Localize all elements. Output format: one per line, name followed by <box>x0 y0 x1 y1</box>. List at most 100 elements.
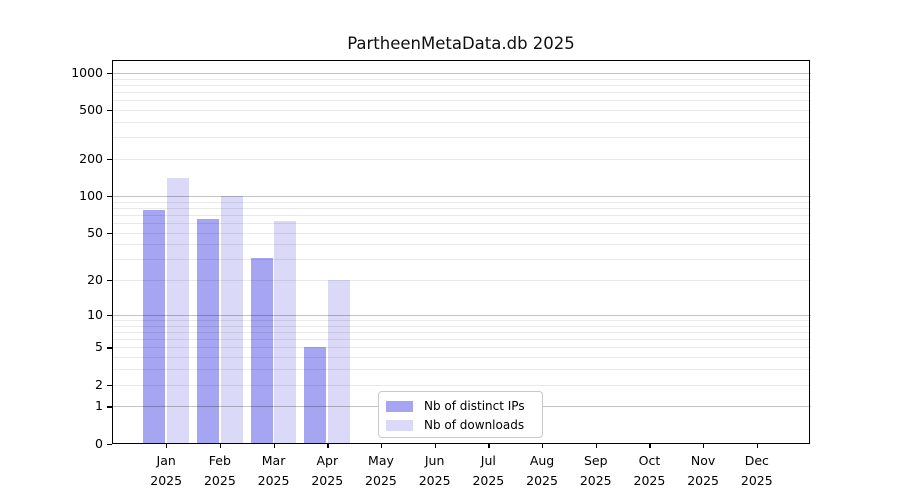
gridline-minor <box>112 319 811 321</box>
y-tick-label: 10 <box>87 306 103 322</box>
x-tick <box>756 443 759 448</box>
y-tick <box>107 384 112 386</box>
gridline-minor <box>112 347 811 349</box>
x-tick-label: Nov 2025 <box>673 451 733 490</box>
gridline-minor <box>112 222 811 224</box>
legend-row: Nb of downloads <box>386 416 533 435</box>
x-tick-year: 2025 <box>740 472 773 488</box>
bar-downloads <box>328 280 351 444</box>
bar-distinct-ips <box>143 209 166 444</box>
x-tick-label: Oct 2025 <box>619 451 679 490</box>
x-tick-year: 2025 <box>687 472 720 488</box>
gridline-minor <box>112 207 811 209</box>
x-tick-month: Apr <box>316 453 339 468</box>
x-tick-label: May 2025 <box>351 451 411 490</box>
gridline-major <box>112 314 811 316</box>
x-tick <box>703 443 705 448</box>
x-tick <box>595 443 598 448</box>
legend-label: Nb of downloads <box>424 418 525 432</box>
y-tick <box>107 314 112 317</box>
gridline-minor <box>112 325 811 327</box>
x-tick-label: Mar 2025 <box>244 451 304 490</box>
legend: Nb of distinct IPs Nb of downloads <box>378 391 543 438</box>
y-tick <box>107 72 112 75</box>
y-tick <box>107 195 112 198</box>
legend-swatch-downloads <box>386 420 413 431</box>
gridline-major <box>112 195 811 197</box>
bar-distinct-ips <box>304 347 327 444</box>
x-tick-month: Feb <box>208 453 231 468</box>
x-tick-label: Aug 2025 <box>512 451 572 490</box>
y-tick <box>107 280 112 282</box>
gridline-minor <box>112 244 811 246</box>
y-tick-label: 100 <box>79 187 103 203</box>
gridline-minor <box>112 110 811 112</box>
x-tick <box>380 443 383 448</box>
x-tick <box>219 443 222 448</box>
gridline-minor <box>112 137 811 139</box>
gridline-minor <box>112 259 811 261</box>
legend-label: Nb of distinct IPs <box>424 399 525 413</box>
x-tick-year: 2025 <box>579 472 612 488</box>
x-tick <box>542 443 544 448</box>
gridline-minor <box>112 159 811 161</box>
x-tick-month: Oct <box>638 453 661 468</box>
gridline-minor <box>112 214 811 216</box>
x-tick-year: 2025 <box>472 472 505 488</box>
gridline-minor <box>112 331 811 333</box>
gridline-minor <box>112 232 811 234</box>
gridline-minor <box>112 357 811 359</box>
x-tick-month: Mar <box>261 453 286 468</box>
chart-title: PartheenMetaData.db 2025 <box>347 34 575 53</box>
x-tick-label: Sep 2025 <box>566 451 626 490</box>
gridline-minor <box>112 92 811 93</box>
y-tick-label: 1 <box>95 398 103 414</box>
y-tick <box>107 406 112 408</box>
x-tick <box>649 443 651 448</box>
x-tick-year: 2025 <box>257 472 290 488</box>
x-tick-month: Nov <box>690 453 716 468</box>
gridline-minor <box>112 280 811 282</box>
x-tick-label: Apr 2025 <box>297 451 357 490</box>
x-tick-label: Jul 2025 <box>458 451 518 490</box>
gridline-minor <box>112 78 811 80</box>
gridline-major <box>112 72 811 74</box>
y-tick-label: 0 <box>95 435 103 451</box>
x-tick <box>434 443 436 448</box>
x-tick <box>166 443 168 448</box>
y-tick <box>107 347 112 349</box>
y-tick-label: 1000 <box>71 64 103 80</box>
bar-distinct-ips <box>250 257 273 444</box>
gridline-minor <box>112 339 811 341</box>
y-tick <box>107 110 112 112</box>
x-tick-year: 2025 <box>526 472 558 488</box>
x-tick-month: Aug <box>529 453 555 468</box>
gridline-minor <box>112 384 811 386</box>
x-tick-label: Feb 2025 <box>190 451 250 490</box>
x-tick-label: Dec 2025 <box>727 451 787 490</box>
x-tick-year: 2025 <box>203 472 236 488</box>
bar-downloads <box>274 221 297 444</box>
gridline-minor <box>112 84 811 86</box>
y-tick-label: 5 <box>95 339 103 355</box>
legend-swatch-distinct-ips <box>386 401 413 412</box>
x-tick-month: Dec <box>744 453 769 468</box>
x-tick-year: 2025 <box>633 472 666 488</box>
gridline-minor <box>112 100 811 102</box>
y-tick <box>107 443 112 445</box>
x-tick <box>488 443 490 448</box>
x-tick-month: May <box>368 453 394 468</box>
x-tick <box>273 443 275 448</box>
x-tick-year: 2025 <box>311 472 344 488</box>
x-tick-month: Sep <box>583 453 608 468</box>
legend-row: Nb of distinct IPs <box>386 397 533 416</box>
bar-downloads <box>220 195 243 444</box>
x-tick <box>327 443 329 448</box>
gridline-minor <box>112 369 811 371</box>
x-tick-year: 2025 <box>150 472 183 488</box>
y-tick <box>107 232 112 234</box>
x-tick-month: Jul <box>480 453 496 468</box>
x-tick-month: Jun <box>424 453 445 468</box>
y-tick-label: 200 <box>79 151 103 167</box>
